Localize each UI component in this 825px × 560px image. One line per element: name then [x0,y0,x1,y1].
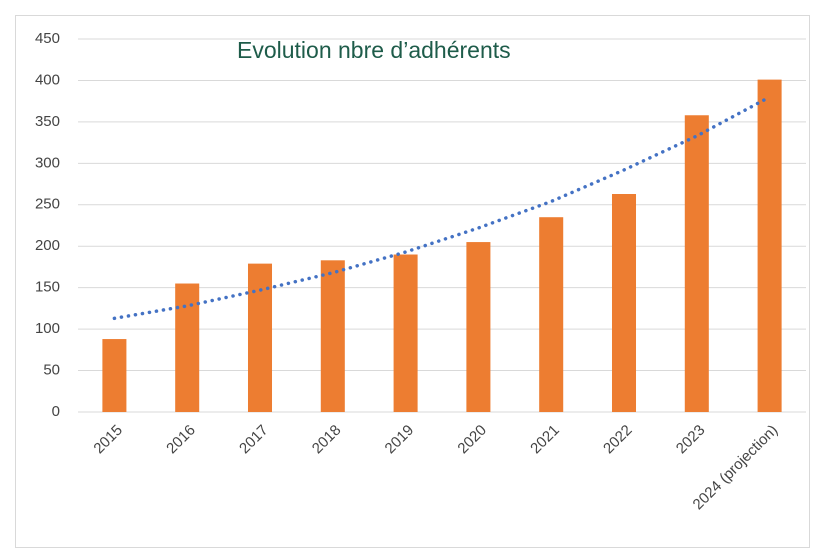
y-tick-label: 0 [52,403,60,420]
y-tick-label: 350 [35,113,60,130]
bar [611,194,637,412]
y-tick-label: 450 [35,30,60,47]
bar [684,115,709,412]
chart-title: Evolution nbre d’adhérents [237,37,511,63]
bar [320,260,345,412]
bar [175,283,200,412]
y-tick-label: 250 [35,196,60,213]
bar [466,242,491,412]
bar [393,254,418,412]
y-tick-label: 100 [35,320,60,337]
y-tick-label: 150 [35,279,60,296]
bar [757,79,782,413]
bar [539,217,564,412]
bar [102,339,127,412]
bar [247,263,273,412]
y-tick-label: 300 [35,154,60,171]
y-tick-label: 50 [43,362,60,379]
y-tick-label: 200 [35,237,60,254]
y-tick-label: 400 [35,71,60,88]
